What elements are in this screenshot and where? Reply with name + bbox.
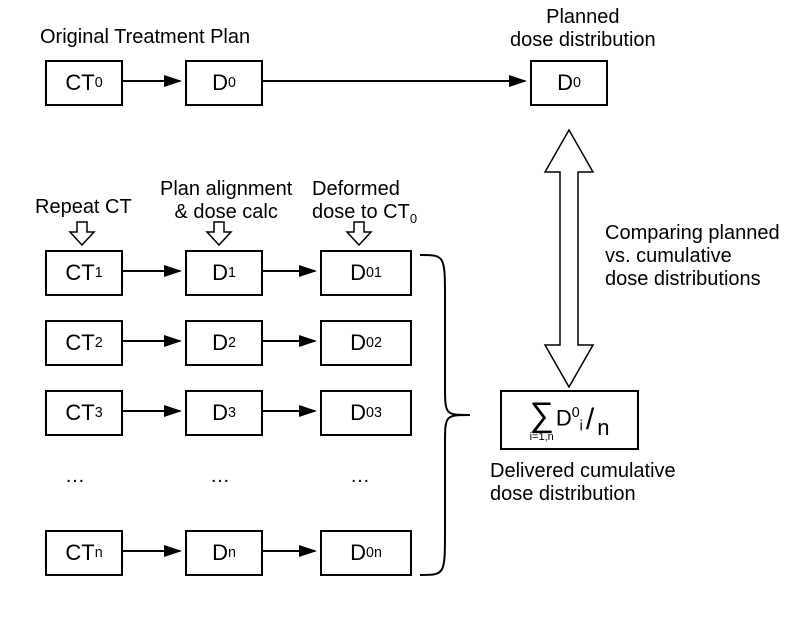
diagram-canvas: Original Treatment Plan Planned dose dis… <box>0 0 800 630</box>
node-ct0: CT0 <box>45 60 123 106</box>
node-sum-formula: ∑ i=1,n D0i / n <box>500 390 639 450</box>
label-planned-dist: Planned dose distribution <box>510 6 656 52</box>
ellipsis-ct: … <box>65 465 85 488</box>
label-repeat-ct: Repeat CT <box>35 196 132 219</box>
node-dd1: D01 <box>320 250 412 296</box>
node-dd2: D02 <box>320 320 412 366</box>
node-dn: Dn <box>185 530 263 576</box>
label-comparing: Comparing planned vs. cumulative dose di… <box>605 222 780 291</box>
node-d2: D2 <box>185 320 263 366</box>
sum-formula: ∑ i=1,n D0i / n <box>530 398 610 443</box>
node-ct2: CT2 <box>45 320 123 366</box>
node-d1: D1 <box>185 250 263 296</box>
ellipsis-dd: … <box>350 465 370 488</box>
node-d3: D3 <box>185 390 263 436</box>
node-ct3: CT3 <box>45 390 123 436</box>
ellipsis-d: … <box>210 465 230 488</box>
node-ct1: CT1 <box>45 250 123 296</box>
node-ddn: D0n <box>320 530 412 576</box>
node-d0-planned: D0 <box>530 60 608 106</box>
label-plan-align: Plan alignment & dose calc <box>160 178 292 224</box>
label-delivered: Delivered cumulative dose distribution <box>490 460 676 506</box>
label-deformed: Deformed dose to CT0 <box>312 178 417 226</box>
label-original-plan: Original Treatment Plan <box>40 26 250 49</box>
node-ctn: CTn <box>45 530 123 576</box>
node-d0: D0 <box>185 60 263 106</box>
node-dd3: D03 <box>320 390 412 436</box>
